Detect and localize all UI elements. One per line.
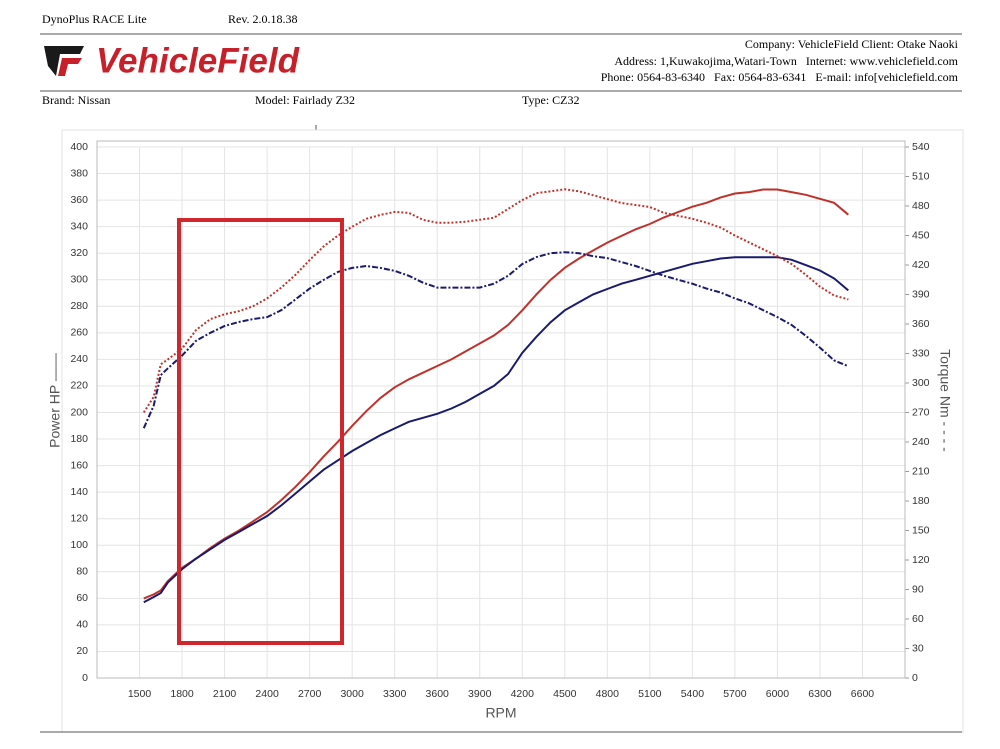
series-line bbox=[143, 256, 849, 604]
series-line bbox=[142, 188, 849, 414]
y-tick-label: 360 bbox=[70, 194, 88, 206]
x-tick-label: 6600 bbox=[851, 688, 875, 700]
x-tick-label: 3900 bbox=[468, 688, 492, 700]
x-tick-label: 3000 bbox=[340, 688, 364, 700]
y2-tick-label: 240 bbox=[912, 436, 930, 448]
y-tick-label: 200 bbox=[70, 406, 88, 418]
y-tick-label: 380 bbox=[70, 167, 88, 179]
series-line bbox=[143, 188, 849, 600]
company-line: Address: 1,Kuwakojima,Watari-Town Intern… bbox=[614, 54, 958, 68]
y2-tick-label: 390 bbox=[912, 288, 930, 300]
x-axis-title: RPM bbox=[485, 705, 516, 721]
y-tick-label: 180 bbox=[70, 433, 88, 445]
x-tick-label: 1500 bbox=[128, 688, 152, 700]
y2-tick-label: 330 bbox=[912, 347, 930, 359]
y2-tick-label: 210 bbox=[912, 465, 930, 477]
x-tick-label: 2700 bbox=[298, 688, 322, 700]
y2-tick-label: 270 bbox=[912, 406, 930, 418]
y2-tick-label: 180 bbox=[912, 495, 930, 507]
y2-tick-label: 120 bbox=[912, 554, 930, 566]
y-tick-label: 340 bbox=[70, 220, 88, 232]
y2-tick-label: 450 bbox=[912, 229, 930, 241]
y-tick-label: 0 bbox=[82, 672, 88, 684]
y-tick-label: 260 bbox=[70, 327, 88, 339]
x-tick-label: 6300 bbox=[808, 688, 832, 700]
y-tick-label: 400 bbox=[70, 141, 88, 153]
revision: Rev. 2.0.18.38 bbox=[228, 12, 298, 26]
plot-border bbox=[96, 140, 906, 679]
x-tick-label: 5700 bbox=[723, 688, 747, 700]
chart-frame bbox=[61, 129, 964, 733]
series-line bbox=[142, 251, 849, 429]
y2-tick-label: 0 bbox=[912, 672, 918, 684]
x-tick-label: 6000 bbox=[766, 688, 790, 700]
y2-tick-label: 420 bbox=[912, 259, 930, 271]
y-tick-label: 120 bbox=[70, 512, 88, 524]
logo-icon bbox=[44, 46, 84, 76]
y2-tick-label: 90 bbox=[912, 583, 924, 595]
y-tick-label: 40 bbox=[76, 619, 88, 631]
y-axis-title: Power HP —— bbox=[47, 353, 63, 448]
x-tick-label: 3600 bbox=[426, 688, 450, 700]
company-line: Phone: 0564-83-6340 Fax: 0564-83-6341 E-… bbox=[601, 70, 959, 84]
y-tick-label: 320 bbox=[70, 247, 88, 259]
y2-tick-label: 360 bbox=[912, 318, 930, 330]
y-tick-label: 220 bbox=[70, 380, 88, 392]
x-tick-label: 5400 bbox=[681, 688, 705, 700]
x-tick-label: 1800 bbox=[170, 688, 194, 700]
y-tick-label: 20 bbox=[76, 645, 88, 657]
x-tick-label: 4800 bbox=[596, 688, 620, 700]
y-tick-label: 60 bbox=[76, 592, 88, 604]
type: Type: CZ32 bbox=[522, 93, 580, 107]
x-tick-label: 4500 bbox=[553, 688, 577, 700]
y2-tick-label: 540 bbox=[912, 141, 930, 153]
y-tick-label: 80 bbox=[76, 566, 88, 578]
chart: 0 20 40 60 80 100 120 140 160 180 200 220 240 260 280 3… bbox=[47, 140, 953, 721]
y2-tick-label: 510 bbox=[912, 170, 930, 182]
brand: Brand: Nissan bbox=[42, 93, 110, 107]
x-tick-label: 5100 bbox=[638, 688, 662, 700]
company-line: Company: VehicleField Client: Otake Naok… bbox=[745, 37, 959, 51]
y-tick-label: 300 bbox=[70, 274, 88, 286]
y2-tick-label: 150 bbox=[912, 524, 930, 536]
x-tick-label: 3300 bbox=[383, 688, 407, 700]
y-tick-label: 160 bbox=[70, 459, 88, 471]
highlight-box bbox=[177, 218, 344, 645]
x-tick-label: 4200 bbox=[511, 688, 535, 700]
y-tick-label: 140 bbox=[70, 486, 88, 498]
y2-axis-title: Torque Nm - - - - bbox=[937, 349, 953, 452]
y-tick-label: 100 bbox=[70, 539, 88, 551]
model: Model: Fairlady Z32 bbox=[255, 93, 355, 107]
x-tick-label: 2100 bbox=[213, 688, 237, 700]
y2-tick-label: 60 bbox=[912, 613, 924, 625]
y2-tick-label: 480 bbox=[912, 200, 930, 212]
app-name: DynoPlus RACE Lite bbox=[42, 12, 147, 26]
y2-tick-label: 300 bbox=[912, 377, 930, 389]
y-tick-label: 280 bbox=[70, 300, 88, 312]
x-tick-label: 2400 bbox=[255, 688, 279, 700]
y-tick-label: 240 bbox=[70, 353, 88, 365]
logo-text: VehicleField bbox=[96, 41, 300, 80]
y2-tick-label: 30 bbox=[912, 642, 924, 654]
